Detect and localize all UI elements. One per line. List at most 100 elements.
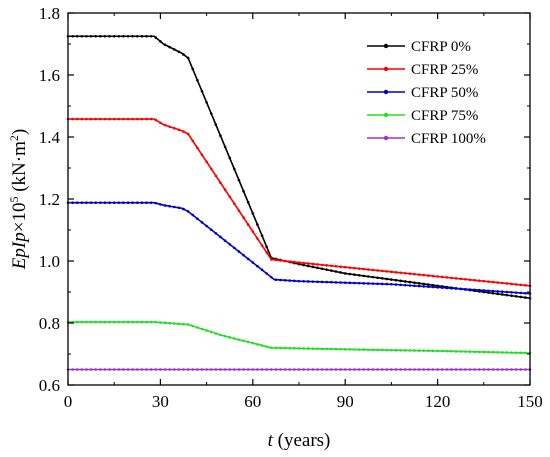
data-point bbox=[233, 202, 236, 205]
data-point bbox=[223, 188, 227, 191]
data-point bbox=[390, 368, 393, 371]
data-point bbox=[297, 261, 301, 264]
y-axis-label: EpIp×105 (kN·m2) bbox=[7, 129, 30, 270]
data-point bbox=[260, 268, 264, 272]
data-point bbox=[126, 320, 130, 324]
data-point bbox=[413, 349, 416, 352]
data-point bbox=[283, 259, 287, 263]
data-point bbox=[168, 45, 171, 49]
data-point bbox=[306, 368, 310, 371]
data-point bbox=[75, 34, 79, 38]
data-point bbox=[514, 295, 518, 298]
data-point bbox=[99, 368, 102, 371]
data-point bbox=[265, 368, 268, 371]
data-point bbox=[339, 281, 342, 284]
data-point bbox=[283, 368, 287, 371]
data-point bbox=[413, 281, 416, 285]
data-point bbox=[94, 34, 98, 38]
data-point bbox=[103, 201, 107, 205]
data-point bbox=[274, 368, 278, 371]
data-point bbox=[302, 263, 305, 267]
data-point bbox=[320, 347, 324, 351]
x-axis-label-rest: (years) bbox=[273, 430, 331, 451]
data-point bbox=[112, 201, 116, 205]
data-point bbox=[348, 348, 352, 351]
data-point bbox=[159, 40, 162, 43]
data-point bbox=[454, 277, 458, 280]
data-point bbox=[394, 278, 398, 282]
data-point bbox=[487, 291, 490, 294]
data-point bbox=[71, 34, 74, 38]
data-point bbox=[122, 368, 125, 371]
data-point bbox=[371, 282, 375, 285]
data-point bbox=[376, 368, 379, 371]
data-point bbox=[427, 368, 430, 371]
data-point bbox=[256, 368, 259, 371]
x-tick-label: 60 bbox=[244, 392, 261, 411]
data-point bbox=[288, 346, 292, 350]
data-point bbox=[519, 295, 523, 299]
data-point bbox=[514, 291, 518, 294]
data-point bbox=[283, 346, 287, 350]
data-point bbox=[524, 291, 527, 295]
data-point bbox=[413, 368, 416, 371]
data-point bbox=[242, 216, 245, 219]
data-point bbox=[468, 368, 472, 371]
data-point bbox=[191, 67, 195, 71]
y-tick-label: 0.6 bbox=[39, 376, 60, 395]
data-point bbox=[209, 167, 213, 171]
data-point bbox=[94, 117, 98, 121]
data-point bbox=[385, 277, 389, 281]
data-point bbox=[126, 201, 130, 205]
data-point bbox=[353, 281, 356, 285]
data-point bbox=[205, 160, 208, 164]
data-point bbox=[293, 346, 296, 350]
data-point bbox=[403, 271, 407, 275]
data-point bbox=[136, 201, 139, 205]
data-point bbox=[334, 281, 338, 284]
data-point bbox=[367, 268, 370, 271]
data-point bbox=[154, 36, 158, 39]
data-point bbox=[279, 346, 282, 350]
x-tick-label: 150 bbox=[517, 392, 543, 411]
data-point bbox=[417, 349, 421, 352]
data-point bbox=[491, 368, 495, 371]
legend-marker bbox=[383, 135, 389, 141]
data-point bbox=[316, 368, 319, 371]
data-point bbox=[274, 258, 278, 262]
data-point bbox=[196, 217, 199, 221]
data-point bbox=[117, 201, 121, 205]
data-point bbox=[228, 368, 231, 371]
data-point bbox=[473, 288, 476, 292]
data-point bbox=[464, 287, 467, 291]
data-point bbox=[519, 291, 523, 295]
data-point bbox=[200, 89, 204, 93]
data-point bbox=[394, 368, 398, 371]
data-point bbox=[311, 347, 315, 350]
data-point bbox=[450, 368, 453, 371]
data-point bbox=[89, 201, 93, 205]
data-point bbox=[343, 265, 347, 269]
data-point bbox=[265, 251, 268, 254]
data-point bbox=[279, 278, 282, 282]
data-point bbox=[316, 263, 319, 266]
data-point bbox=[182, 207, 185, 211]
data-point bbox=[403, 349, 407, 352]
data-point bbox=[413, 284, 416, 288]
data-point bbox=[320, 280, 324, 284]
data-point bbox=[163, 43, 167, 47]
data-point bbox=[191, 213, 195, 217]
data-point bbox=[385, 348, 389, 352]
data-point bbox=[182, 322, 185, 326]
data-point bbox=[454, 350, 458, 353]
data-point bbox=[80, 34, 84, 38]
data-point bbox=[149, 34, 153, 38]
data-point bbox=[80, 201, 84, 205]
data-point bbox=[510, 291, 513, 294]
data-point bbox=[145, 34, 148, 38]
data-point bbox=[445, 286, 449, 290]
data-point bbox=[482, 368, 486, 371]
data-point bbox=[122, 34, 125, 38]
data-point bbox=[436, 368, 439, 371]
data-point bbox=[431, 274, 435, 278]
